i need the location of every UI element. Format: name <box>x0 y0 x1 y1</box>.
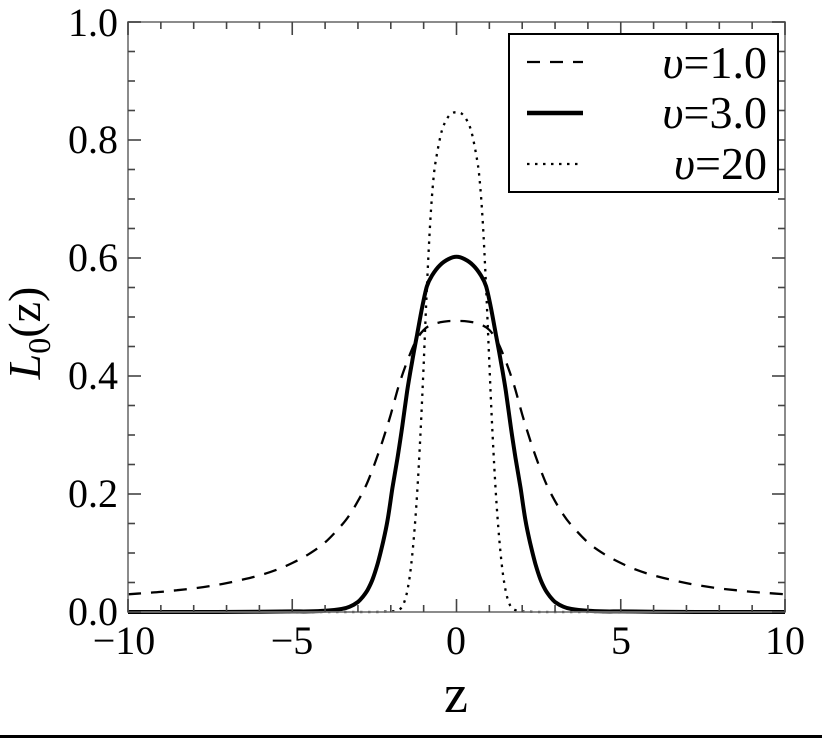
legend-symbol-nu: υ <box>673 138 696 190</box>
y-axis-label-sub: 0 <box>21 338 57 354</box>
legend-marker-dotted <box>527 162 583 165</box>
legend-symbol-nu: υ <box>662 36 684 88</box>
x-tick-label: 10 <box>765 618 805 663</box>
legend-value: =1.0 <box>683 36 767 88</box>
curve-3.0 <box>128 254 785 614</box>
x-tick-label: 0 <box>446 618 466 663</box>
y-tick-label: 0.2 <box>68 471 118 516</box>
legend-label: υ=3.0 <box>662 86 767 139</box>
y-tick-label: 1.0 <box>68 0 118 45</box>
y-tick-label: 0.8 <box>68 117 118 162</box>
y-tick-label: 0.0 <box>68 589 118 634</box>
legend-label: υ=1.0 <box>662 36 767 89</box>
legend-marker-solid <box>527 110 583 116</box>
x-axis-label: z <box>444 664 468 724</box>
x-tick-label: 5 <box>611 618 631 663</box>
legend-item-nu-20: υ=20 <box>510 137 777 190</box>
legend-label: υ=20 <box>674 137 767 190</box>
curve-1.0 <box>127 319 786 596</box>
y-axis-label: L0(z) <box>0 287 57 381</box>
y-axis-label-main: L <box>0 354 50 381</box>
legend-value: =3.0 <box>683 87 767 139</box>
legend-value: =20 <box>695 138 767 190</box>
x-tick-label: −10 <box>93 618 156 663</box>
legend: υ=1.0 υ=3.0 υ=20 <box>508 33 779 193</box>
y-tick-label: 0.4 <box>68 353 118 398</box>
ticks-group <box>127 21 786 613</box>
legend-symbol-nu: υ <box>662 87 684 139</box>
legend-marker-dashed <box>527 61 583 64</box>
legend-item-nu-3: υ=3.0 <box>510 86 777 139</box>
figure-bottom-rule <box>0 735 822 738</box>
y-axis-label-rest: (z) <box>0 287 50 338</box>
legend-item-nu-1: υ=1.0 <box>510 36 777 89</box>
x-tick-label: −5 <box>271 618 314 663</box>
y-tick-label: 0.6 <box>68 235 118 280</box>
